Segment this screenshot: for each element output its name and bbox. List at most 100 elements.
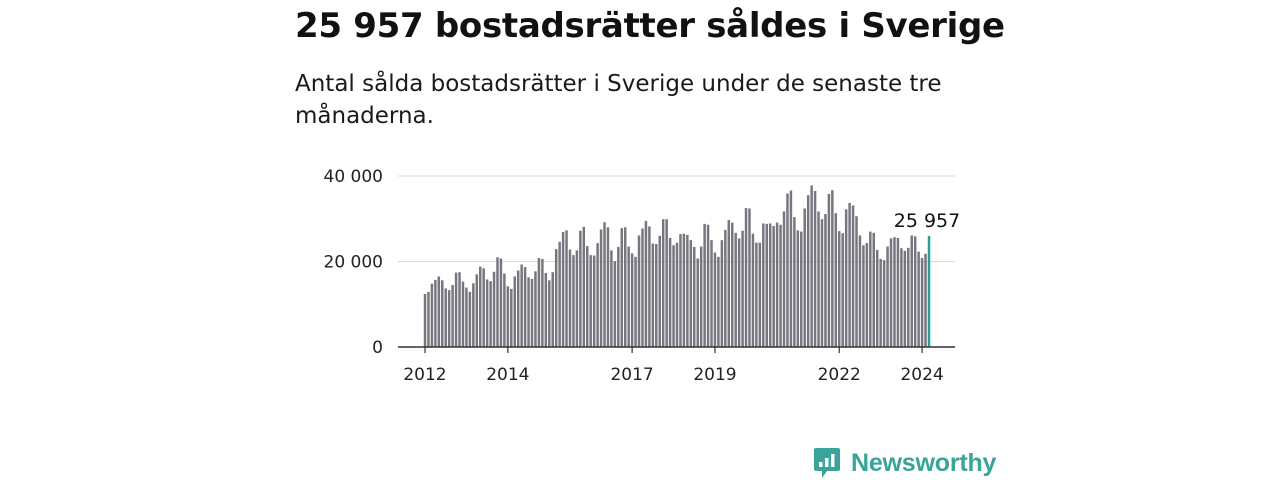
bar bbox=[423, 293, 427, 347]
bar bbox=[834, 213, 838, 347]
bar bbox=[613, 261, 617, 347]
bar bbox=[737, 238, 741, 347]
bar bbox=[648, 226, 651, 347]
bar bbox=[465, 287, 468, 347]
bar bbox=[655, 243, 658, 347]
bar bbox=[734, 232, 737, 347]
newsworthy-logo-text: Newsworthy bbox=[851, 448, 997, 477]
bar bbox=[717, 256, 720, 347]
bar bbox=[696, 258, 699, 347]
bar bbox=[920, 258, 924, 347]
bar bbox=[913, 236, 917, 347]
bar bbox=[768, 223, 772, 347]
bar bbox=[675, 242, 679, 347]
bar bbox=[865, 243, 869, 347]
bar bbox=[551, 272, 554, 347]
bar bbox=[513, 276, 516, 347]
x-tick-label: 2019 bbox=[693, 365, 736, 385]
bar bbox=[730, 222, 734, 347]
chart-subtitle: Antal sålda bostadsrätter i Sverige unde… bbox=[295, 71, 942, 129]
bar bbox=[758, 242, 762, 347]
bar bbox=[441, 280, 444, 347]
bar bbox=[617, 246, 620, 347]
bar bbox=[610, 250, 613, 347]
bar bbox=[679, 234, 682, 347]
y-tick-label: 40 000 bbox=[324, 167, 383, 187]
bar bbox=[630, 253, 634, 347]
bar bbox=[858, 235, 862, 347]
bar bbox=[668, 237, 672, 347]
bar bbox=[468, 291, 472, 347]
bar bbox=[472, 283, 475, 347]
bar bbox=[454, 272, 458, 347]
y-tick-label: 20 000 bbox=[324, 253, 383, 273]
bar bbox=[620, 228, 624, 347]
bar bbox=[592, 255, 596, 347]
bar bbox=[710, 240, 713, 348]
bar bbox=[924, 253, 927, 347]
bar bbox=[862, 245, 865, 347]
bar bbox=[727, 220, 731, 347]
bar bbox=[489, 281, 492, 347]
bar bbox=[520, 264, 523, 347]
bar bbox=[762, 223, 765, 347]
bar bbox=[838, 231, 841, 347]
bar bbox=[699, 246, 703, 347]
bar bbox=[561, 232, 565, 347]
bar bbox=[693, 246, 696, 347]
bar bbox=[751, 233, 755, 347]
bar bbox=[430, 283, 434, 347]
bar bbox=[882, 260, 886, 347]
chart-title: 25 957 bostadsrätter såldes i Sverige bbox=[295, 6, 1005, 46]
bar bbox=[554, 249, 558, 347]
bar bbox=[855, 216, 858, 347]
bar bbox=[437, 276, 441, 347]
bar bbox=[907, 247, 910, 347]
bar bbox=[817, 211, 820, 347]
bar bbox=[724, 229, 727, 347]
bar bbox=[706, 224, 710, 347]
bar bbox=[682, 233, 686, 347]
bar-chart: 0 20 000 40 000 2012 2014 2017 2019 2022 2024 25 … bbox=[324, 167, 961, 385]
bar bbox=[779, 224, 782, 347]
bar bbox=[510, 288, 513, 347]
latest-value-label: 25 957 bbox=[894, 210, 960, 232]
bar bbox=[765, 223, 768, 347]
bar bbox=[844, 209, 848, 347]
bar bbox=[541, 258, 544, 347]
bar bbox=[568, 249, 572, 347]
bar bbox=[793, 217, 796, 347]
bar bbox=[896, 237, 900, 347]
bar bbox=[582, 226, 586, 347]
bar bbox=[672, 245, 675, 347]
bar bbox=[879, 258, 882, 347]
highlighted-bar bbox=[927, 236, 931, 347]
bar bbox=[451, 285, 454, 347]
bar bbox=[820, 219, 824, 347]
bar bbox=[544, 273, 548, 347]
bar bbox=[775, 222, 779, 347]
bar bbox=[558, 241, 561, 347]
x-tick-label: 2014 bbox=[486, 365, 529, 385]
bar bbox=[824, 214, 827, 347]
bar bbox=[641, 228, 644, 347]
bar bbox=[661, 219, 665, 347]
newsworthy-logo: Newsworthy bbox=[813, 446, 996, 480]
bar bbox=[806, 195, 810, 347]
bar bbox=[813, 190, 817, 347]
bar bbox=[893, 237, 896, 347]
bar bbox=[434, 279, 437, 347]
bar bbox=[475, 274, 479, 347]
bar bbox=[644, 220, 648, 347]
bar bbox=[658, 235, 661, 347]
bar bbox=[665, 219, 668, 347]
bar bbox=[869, 231, 872, 347]
bar bbox=[748, 208, 751, 347]
bar bbox=[461, 281, 465, 347]
bar bbox=[634, 256, 637, 347]
bar bbox=[503, 273, 506, 347]
bar bbox=[917, 251, 920, 347]
bar bbox=[886, 246, 889, 347]
bar bbox=[720, 240, 724, 348]
bar bbox=[527, 277, 530, 347]
